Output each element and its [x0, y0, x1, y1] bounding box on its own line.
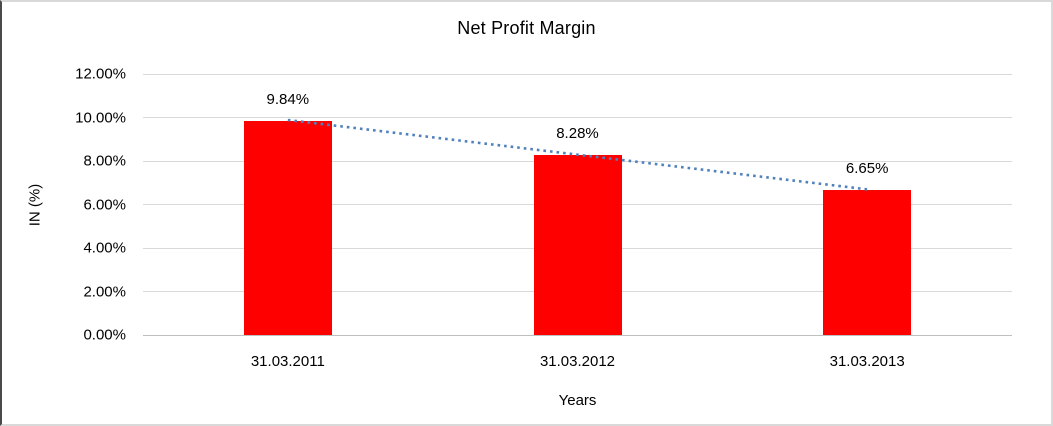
y-tick-label: 6.00% — [83, 196, 126, 213]
x-axis-labels: 31.03.2011 31.03.2012 31.03.2013 — [143, 353, 1012, 373]
x-axis-title: Years — [558, 392, 597, 409]
bar-data-label: 9.84% — [266, 90, 310, 108]
y-axis-labels: 0.00% 2.00% 4.00% 6.00% 8.00% 10.00% 12.00% — [2, 66, 126, 344]
bar — [243, 120, 332, 335]
bar — [823, 190, 912, 335]
x-axis-line — [143, 335, 1012, 336]
chart-title: Net Profit Margin — [457, 18, 596, 38]
x-tick-label: 31.03.2012 — [539, 353, 616, 370]
y-tick-label: 4.00% — [83, 239, 126, 257]
plot-area: 9.84% 8.28% 6.65% — [143, 74, 1012, 336]
bar — [533, 154, 622, 335]
bar-data-label: 6.65% — [845, 160, 889, 178]
y-tick-label: 10.00% — [75, 109, 126, 126]
y-tick-label: 2.00% — [83, 283, 126, 300]
y-tick-label: 8.00% — [83, 152, 126, 170]
y-tick-label: 12.00% — [75, 65, 126, 83]
bar-data-label: 8.28% — [556, 124, 599, 142]
y-tick-label: 0.00% — [83, 326, 126, 344]
gridline — [143, 74, 1012, 75]
x-tick-label: 31.03.2011 — [250, 353, 325, 370]
gridline — [143, 117, 1012, 118]
x-tick-label: 31.03.2013 — [829, 353, 905, 370]
